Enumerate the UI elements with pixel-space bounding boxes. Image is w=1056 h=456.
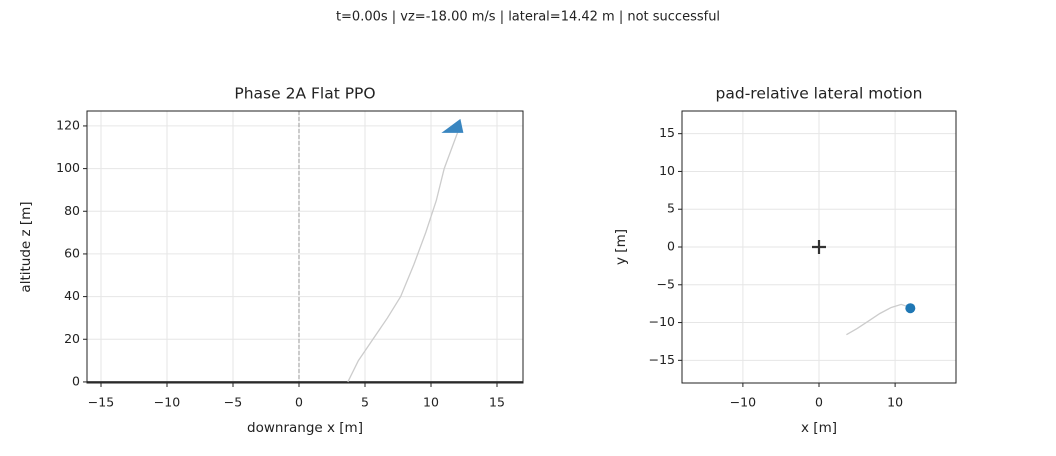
- x-tick-label: 15: [489, 395, 505, 410]
- y-tick-label: 15: [659, 125, 675, 140]
- trajectory: [846, 303, 911, 336]
- x-tick-label: −10: [730, 395, 756, 410]
- chart-title: Phase 2A Flat PPO: [234, 85, 375, 103]
- y-tick-label: 20: [64, 331, 80, 346]
- chart-title: pad-relative lateral motion: [716, 85, 923, 103]
- y-axis-label: y [m]: [613, 229, 629, 265]
- x-tick-label: 10: [423, 395, 439, 410]
- y-tick-label: −10: [649, 314, 675, 329]
- x-axis-label: downrange x [m]: [247, 420, 363, 436]
- suptitle: t=0.00s | vz=-18.00 m/s | lateral=14.42 …: [336, 10, 720, 25]
- y-tick-label: 120: [56, 117, 80, 132]
- y-tick-label: 0: [72, 373, 80, 388]
- y-tick-label: 40: [64, 288, 80, 303]
- x-tick-label: −15: [88, 395, 114, 410]
- y-tick-label: 100: [56, 160, 80, 175]
- y-tick-label: 5: [667, 201, 675, 216]
- y-axis-label: altitude z [m]: [18, 201, 34, 292]
- y-tick-label: −5: [657, 276, 675, 291]
- x-tick-label: 0: [295, 395, 303, 410]
- x-tick-label: 5: [361, 395, 369, 410]
- x-tick-label: 10: [887, 395, 903, 410]
- y-tick-label: 0: [667, 239, 675, 254]
- vehicle-marker: [441, 118, 464, 133]
- x-tick-label: 0: [815, 395, 823, 410]
- x-tick-label: −10: [154, 395, 180, 410]
- pad-marker: [812, 240, 826, 254]
- y-tick-label: 10: [659, 163, 675, 178]
- axes-frame: [681, 110, 957, 384]
- y-tick-label: −15: [649, 352, 675, 367]
- vehicle-marker: [905, 303, 916, 314]
- x-axis-label: x [m]: [801, 420, 837, 436]
- y-tick-label: 60: [64, 245, 80, 260]
- y-tick-label: 80: [64, 203, 80, 218]
- trajectory: [347, 125, 461, 383]
- x-tick-label: −5: [224, 395, 242, 410]
- axes-frame: [86, 110, 524, 384]
